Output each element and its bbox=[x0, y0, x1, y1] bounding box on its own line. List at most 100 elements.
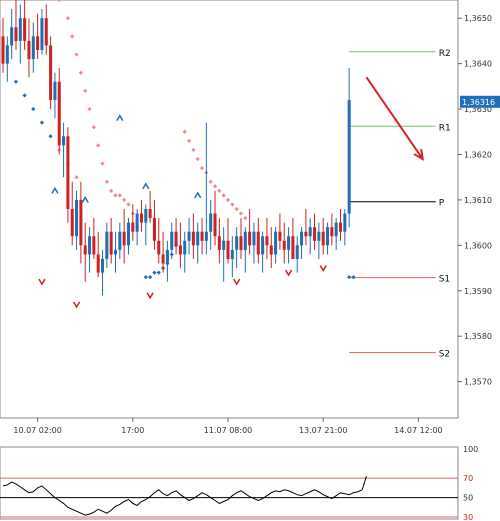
osc-tick-label: 50 bbox=[463, 494, 473, 503]
price-axis: 1,3650 1,3640 1,3630 1,3620 1,3610 1,3600 1,35… bbox=[458, 14, 500, 387]
candle-body bbox=[1, 36, 5, 64]
candle-body bbox=[313, 227, 317, 241]
fractals bbox=[38, 114, 327, 309]
candle-body bbox=[239, 236, 243, 250]
candle-body bbox=[165, 249, 169, 264]
current-price-label: 1,36316 bbox=[462, 98, 495, 107]
time-axis: 10.07 02:00 17:00 11.07 08:00 13.07 21:00 14… bbox=[13, 418, 443, 435]
sar-dot bbox=[113, 193, 118, 198]
price-tick-label: 1,3570 bbox=[464, 378, 492, 387]
sar-dot bbox=[156, 270, 161, 275]
candle-body bbox=[40, 18, 44, 50]
candle-body bbox=[317, 231, 321, 241]
time-tick-label: 10.07 02:00 bbox=[13, 426, 62, 435]
fractal-down-marker bbox=[146, 292, 154, 300]
level-label-s2: S2 bbox=[439, 350, 450, 360]
candle-body bbox=[75, 199, 79, 237]
candle-body bbox=[144, 209, 148, 223]
time-tick-label: 14.07 12:00 bbox=[394, 426, 443, 435]
candle-body bbox=[178, 245, 182, 255]
sar-dot bbox=[230, 202, 235, 207]
candle-body bbox=[62, 136, 66, 146]
candle-body bbox=[118, 231, 122, 250]
candle-body bbox=[196, 231, 200, 246]
osc-tick-label: 100 bbox=[463, 445, 478, 454]
candle-body bbox=[122, 231, 126, 246]
candle-body bbox=[79, 199, 83, 246]
candle-body bbox=[287, 236, 291, 250]
sar-dot bbox=[208, 179, 213, 184]
oscillator: 100 70 50 30 bbox=[0, 445, 478, 521]
sar-dot bbox=[225, 197, 231, 203]
sar-dot bbox=[31, 106, 36, 112]
candle-body bbox=[200, 231, 204, 241]
level-label-r2: R2 bbox=[439, 49, 451, 59]
sar-dot bbox=[195, 156, 200, 162]
candle-body bbox=[105, 231, 109, 259]
pivot-levels: R2 R1 P S1 S2 bbox=[349, 49, 451, 360]
time-tick-label: 17:00 bbox=[121, 426, 144, 435]
candle-body bbox=[282, 240, 286, 250]
price-tick-label: 1,3630 bbox=[464, 105, 492, 114]
candle-body bbox=[23, 18, 27, 41]
level-label-p: P bbox=[439, 199, 445, 209]
candle-body bbox=[152, 218, 156, 241]
price-tick-label: 1,3650 bbox=[464, 14, 492, 23]
price-tick-label: 1,3580 bbox=[464, 332, 492, 341]
candle-body bbox=[170, 231, 174, 250]
candle-body bbox=[256, 231, 260, 255]
candle-body bbox=[53, 81, 57, 100]
candlesticks bbox=[1, 0, 351, 296]
candle-body bbox=[265, 236, 269, 246]
fractal-down-marker bbox=[38, 278, 46, 286]
candle-body bbox=[274, 231, 278, 255]
candle-body bbox=[217, 236, 221, 250]
price-tick-label: 1,3640 bbox=[464, 60, 492, 69]
current-price-box bbox=[460, 95, 500, 108]
sar-dot bbox=[83, 88, 88, 93]
candle-body bbox=[334, 222, 338, 237]
sar-dot bbox=[238, 211, 244, 216]
sar-dot bbox=[78, 70, 84, 75]
sar-dot bbox=[104, 179, 109, 184]
fractal-up-marker bbox=[81, 195, 89, 203]
candle-body bbox=[243, 231, 247, 250]
sar-dot bbox=[39, 120, 45, 125]
candle-body bbox=[44, 18, 48, 46]
candle-body bbox=[66, 136, 70, 209]
price-tick-label: 1,3610 bbox=[464, 196, 492, 205]
osc-tick-label: 30 bbox=[463, 513, 473, 521]
sar-dot bbox=[212, 184, 218, 189]
candle-body bbox=[230, 249, 234, 259]
sar-dot bbox=[234, 206, 239, 212]
fractal-down-marker bbox=[72, 301, 81, 309]
sar-dot bbox=[122, 197, 127, 203]
candle-body bbox=[174, 231, 178, 246]
sar-dot bbox=[186, 138, 192, 143]
sar-dot bbox=[147, 275, 153, 280]
candle-body bbox=[235, 236, 239, 250]
candle-body bbox=[92, 236, 96, 255]
fractal-up-marker bbox=[116, 114, 124, 122]
candle-body bbox=[139, 213, 143, 223]
sar-dot bbox=[217, 188, 222, 193]
fractal-down-marker bbox=[284, 269, 293, 277]
sar-dot bbox=[87, 106, 92, 112]
price-tick-label: 1,3590 bbox=[464, 287, 492, 296]
sar-dot bbox=[74, 175, 79, 180]
time-tick-label: 11.07 08:00 bbox=[204, 426, 253, 435]
candle-body bbox=[304, 231, 308, 237]
candle-body bbox=[226, 240, 230, 259]
candle-body bbox=[126, 222, 130, 246]
candle-body bbox=[101, 258, 105, 273]
sar-dot bbox=[152, 270, 157, 275]
sar-dot bbox=[100, 161, 105, 166]
candle-body bbox=[300, 231, 304, 246]
sar-dot bbox=[191, 147, 196, 153]
forecast-arrow-shaft bbox=[365, 76, 424, 160]
candle-body bbox=[347, 99, 351, 214]
sar-dot bbox=[182, 129, 187, 134]
candle-body bbox=[31, 36, 35, 60]
fractal-down-marker bbox=[233, 278, 241, 286]
